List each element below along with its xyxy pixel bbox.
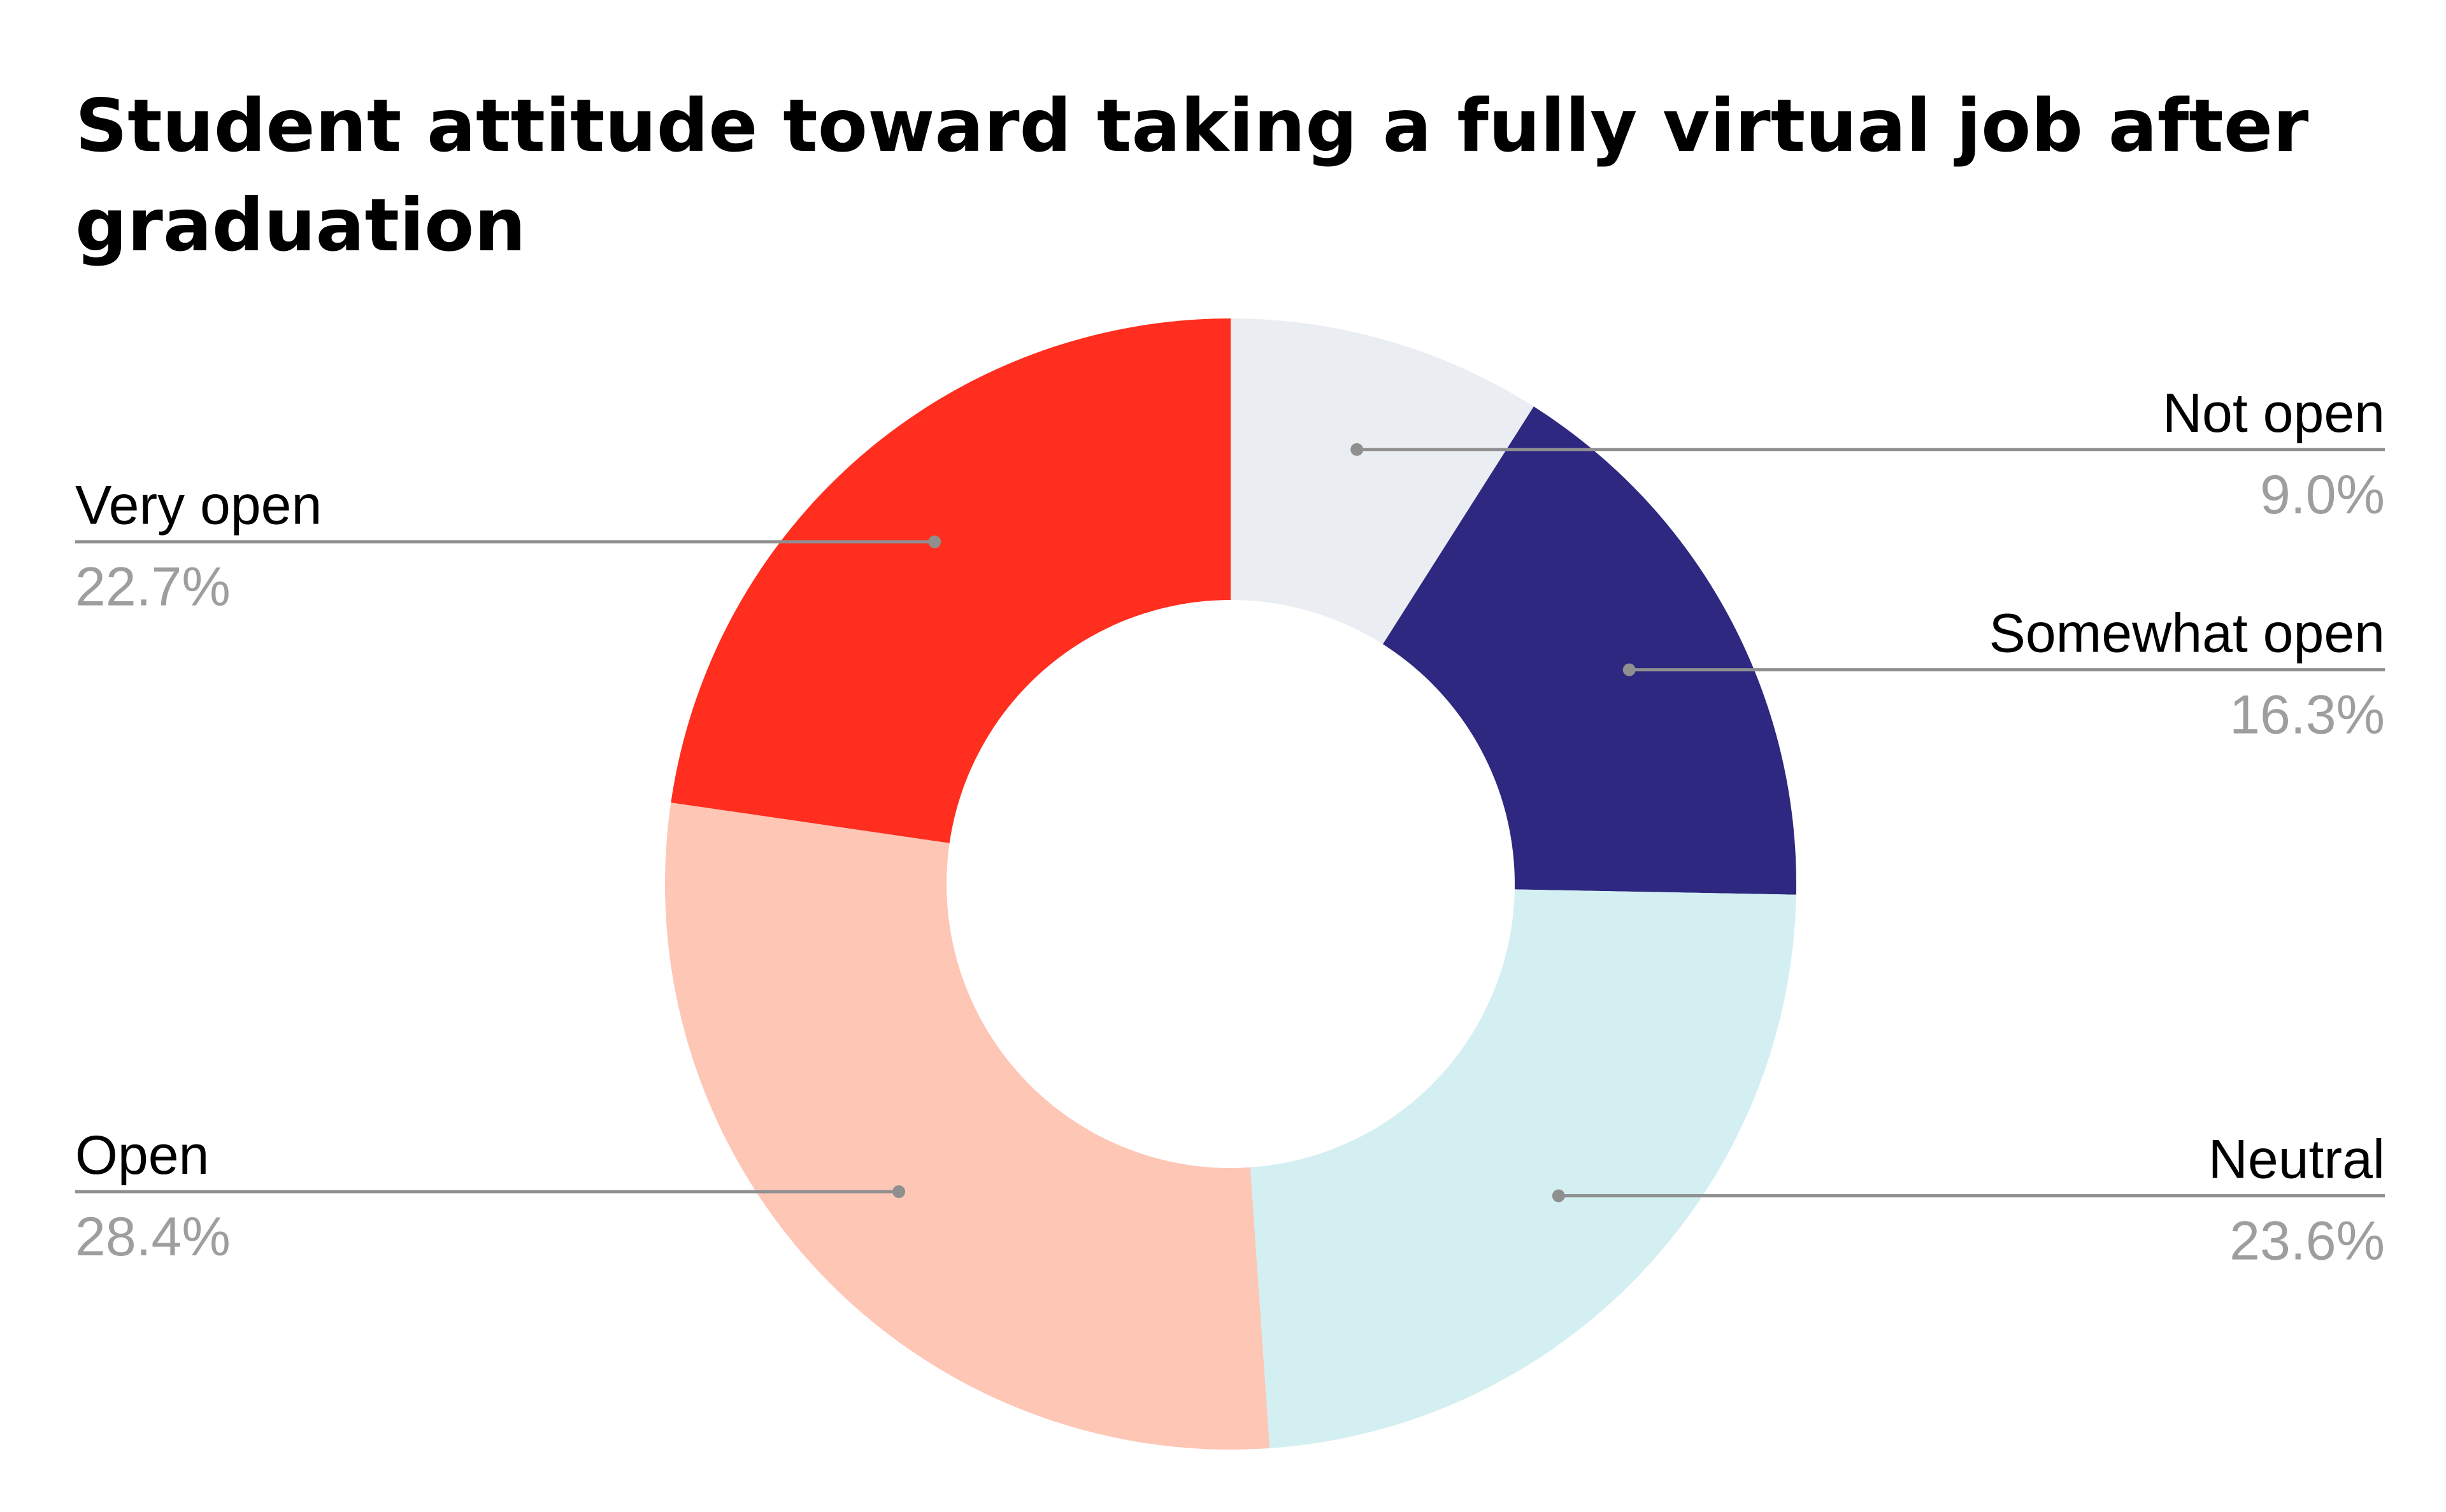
slice-not-open [1231, 318, 1534, 645]
slice-label-open: Open [75, 1125, 209, 1186]
slice-value-neutral: 23.6% [2229, 1211, 2385, 1272]
slice-very-open [671, 318, 1231, 843]
slice-label-neutral: Neutral [2208, 1129, 2385, 1190]
leader-lines [75, 443, 2385, 1202]
slice-label-not-open: Not open [2163, 383, 2385, 444]
slice-somewhat-open [1382, 406, 1797, 895]
donut-slices [664, 318, 1797, 1450]
slice-value-not-open: 9.0% [2260, 464, 2385, 525]
slice-value-somewhat-open: 16.3% [2229, 685, 2385, 746]
slice-label-somewhat-open: Somewhat open [1989, 603, 2385, 664]
slice-neutral [1250, 889, 1796, 1448]
chart-title: Student attitude toward taking a fully v… [75, 83, 2309, 267]
slice-open [664, 802, 1270, 1450]
slice-value-open: 28.4% [75, 1206, 231, 1267]
slice-labels: Not open 9.0% Somewhat open 16.3% Neutral 23.… [75, 383, 2385, 1272]
slice-label-very-open: Very open [75, 475, 322, 536]
slice-value-very-open: 22.7% [75, 557, 231, 618]
